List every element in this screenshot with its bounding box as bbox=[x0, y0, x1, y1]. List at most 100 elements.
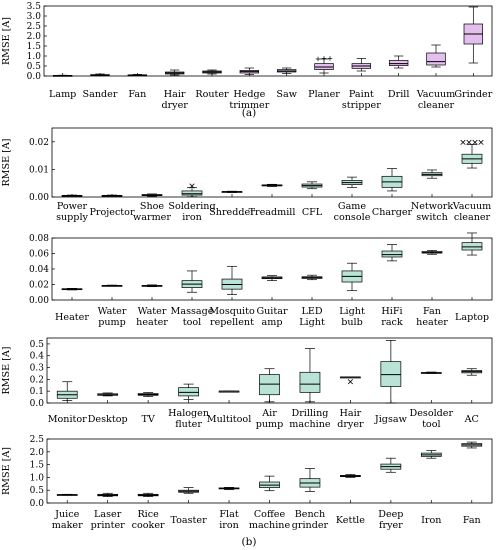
category-label: Flat iron bbox=[219, 509, 239, 531]
y-tick-label: 0.06 bbox=[29, 250, 49, 260]
box-projector: Projector bbox=[89, 194, 135, 218]
y-tick-label: 3.0 bbox=[27, 12, 42, 22]
y-tick-label: 0.08 bbox=[29, 234, 49, 244]
box-sander: Sander bbox=[83, 73, 118, 100]
category-label: Bench grinder bbox=[292, 509, 329, 531]
category-label: Air pump bbox=[256, 408, 284, 430]
category-label: Heater bbox=[55, 312, 89, 323]
category-label: AC bbox=[464, 414, 479, 425]
box-vacuum-cleaner: Vacuum cleaner bbox=[416, 44, 456, 111]
category-label: Desolder tool bbox=[410, 408, 454, 430]
iqr-box bbox=[181, 190, 203, 196]
iqr-box bbox=[388, 60, 409, 66]
box-drill: Drill bbox=[388, 55, 409, 100]
box-tv: TV bbox=[137, 392, 159, 425]
outlier-marker bbox=[347, 379, 353, 385]
box-bench-grinder: Bench grinder bbox=[292, 468, 329, 531]
category-label: Juice maker bbox=[52, 509, 83, 531]
chart-panel-2: 0.00 0.01 0.02 RMSE [A] Power supply Projector… bbox=[1, 127, 493, 223]
iqr-box bbox=[426, 52, 446, 66]
category-label: TV bbox=[141, 414, 155, 425]
chart-panel-1: 0.00.51.01.52.02.53.03.5 RMSE [A] Lamp Sand… bbox=[1, 2, 493, 111]
box-desolder-tool: Desolder tool bbox=[410, 371, 454, 430]
y-axis-label: RMSE [A] bbox=[1, 346, 12, 394]
category-label: Network switch bbox=[411, 201, 454, 223]
y-tick-label: 0.00 bbox=[29, 296, 49, 306]
box-network-switch: Network switch bbox=[411, 169, 454, 223]
category-label: Soldering iron bbox=[168, 201, 215, 223]
chart-panel-4: 0.0 0.1 0.20.3 0.4 0.5 RMSE [A] Monitor Desktop… bbox=[1, 337, 493, 430]
box-iron: Iron bbox=[420, 450, 442, 526]
box-soldering-iron: Soldering iron bbox=[168, 183, 216, 223]
iqr-box bbox=[380, 361, 402, 387]
category-label: Deep fryer bbox=[378, 509, 403, 531]
y-tick-label: 0.2 bbox=[30, 375, 44, 385]
y-axis-label: RMSE [A] bbox=[1, 17, 12, 65]
category-label: Halogen fluter bbox=[168, 408, 209, 430]
box-hair-dryer: Hair dryer bbox=[161, 69, 188, 111]
box-fan: Fan bbox=[127, 73, 148, 100]
category-label: Drill bbox=[388, 89, 409, 100]
box-hair-dryer: Hair dryer bbox=[337, 376, 364, 430]
plot-frame bbox=[46, 438, 493, 504]
category-label: Guitar amp bbox=[256, 306, 287, 328]
y-tick-label: 2.5 bbox=[27, 22, 42, 32]
box-vacuum-cleaner: Vacuum cleaner bbox=[452, 139, 492, 223]
box-shredder: Shredder bbox=[209, 190, 255, 218]
box-paint-stripper: Paint stripper bbox=[342, 58, 381, 111]
y-tick-label: 0.5 bbox=[27, 62, 42, 72]
plot-frame bbox=[51, 237, 493, 301]
category-label: Iron bbox=[421, 515, 441, 526]
chart-panel-3: 0.00 0.02 0.04 0.06 0.08 Heater Water pump Water… bbox=[29, 232, 493, 328]
box-mosquito-repellent: Mosquito repellent bbox=[209, 265, 255, 328]
category-label: Vacuum cleaner bbox=[416, 89, 456, 111]
category-label: Multitool bbox=[207, 414, 251, 425]
box-air-pump: Air pump bbox=[256, 368, 284, 430]
y-tick-label: 0.0 bbox=[30, 399, 45, 409]
box-treadmill: Treadmill bbox=[249, 183, 295, 218]
box-rice-cooker: Rice cooker bbox=[132, 492, 165, 531]
outlier-marker bbox=[189, 183, 195, 189]
category-label: Shoe warmer bbox=[133, 201, 171, 223]
category-label: Charger bbox=[372, 207, 413, 218]
box-router: Router bbox=[195, 69, 229, 100]
box-multitool: Multitool bbox=[207, 390, 251, 425]
category-label: Shredder bbox=[209, 207, 255, 218]
category-label: Fan bbox=[128, 89, 146, 100]
outlier-marker bbox=[315, 56, 321, 62]
y-tick-label: 0.1 bbox=[30, 387, 44, 397]
y-tick-label: 0.01 bbox=[29, 165, 49, 175]
category-label: Projector bbox=[89, 207, 134, 218]
y-tick-label: 0.02 bbox=[29, 138, 49, 148]
category-label: Mosquito repellent bbox=[209, 306, 255, 328]
box-jigsaw: Jigsaw bbox=[374, 340, 408, 425]
y-tick-label: 1.0 bbox=[30, 473, 45, 483]
box-massage-tool: Massage tool bbox=[171, 270, 214, 328]
category-label: Massage tool bbox=[171, 306, 214, 328]
subfigure-label-b: (b) bbox=[242, 536, 257, 548]
category-label: Laser printer bbox=[91, 509, 126, 531]
category-label: Rice cooker bbox=[132, 509, 165, 531]
category-label: LED Light bbox=[299, 306, 325, 328]
category-label: Coffee machine bbox=[249, 509, 291, 531]
category-label: Power supply bbox=[56, 201, 88, 223]
category-label: CFL bbox=[302, 207, 323, 218]
category-label: Fan bbox=[463, 515, 481, 526]
category-label: Vacuum cleaner bbox=[452, 201, 492, 223]
y-axis-label: RMSE [A] bbox=[1, 447, 12, 495]
y-tick-label: 0.02 bbox=[29, 281, 49, 291]
outlier-marker bbox=[460, 139, 466, 145]
iqr-box bbox=[461, 242, 483, 251]
outlier-marker bbox=[327, 56, 333, 61]
iqr-box bbox=[259, 374, 280, 396]
y-tick-label: 0.0 bbox=[30, 499, 45, 509]
box-laptop: Laptop bbox=[455, 232, 489, 323]
category-label: Sander bbox=[83, 89, 118, 100]
box-fan-heater: Fan heater bbox=[416, 250, 448, 328]
y-tick-label: 2.0 bbox=[27, 32, 42, 42]
category-label: Desktop bbox=[88, 414, 128, 425]
y-axis-label: RMSE [A] bbox=[1, 138, 12, 186]
y-tick-label: 0.04 bbox=[29, 265, 49, 275]
y-tick-label: 1.0 bbox=[27, 52, 42, 62]
